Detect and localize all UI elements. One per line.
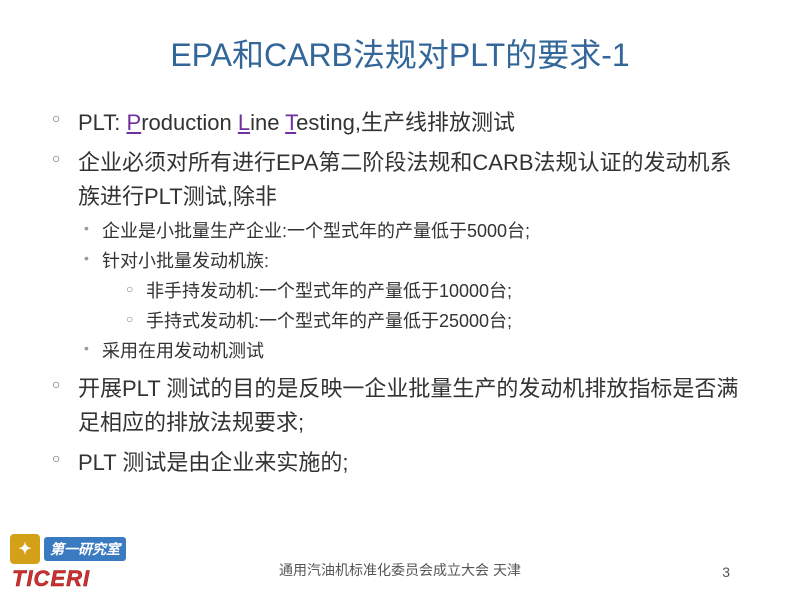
page-number: 3 <box>722 564 730 580</box>
logo-en-text: TICERI <box>12 566 90 592</box>
content-area: PLT: Production Line Testing,生产线排放测试 企业必… <box>50 106 750 480</box>
bullet-3: 开展PLT 测试的目的是反映一企业批量生产的发动机排放指标是否满足相应的排放法规… <box>50 372 750 440</box>
bullet-4: PLT 测试是由企业来实施的; <box>50 446 750 480</box>
logo-block: ✦ 第一研究室 TICERI <box>10 534 126 592</box>
b1-l: L <box>238 110 250 135</box>
logo-cn-text: 第一研究室 <box>44 537 126 561</box>
logo-top: ✦ 第一研究室 <box>10 534 126 564</box>
b2-text: 企业必须对所有进行EPA第二阶段法规和CARB法规认证的发动机系族进行PLT测试… <box>78 150 732 209</box>
b2-sub-2-text: 针对小批量发动机族: <box>102 251 269 271</box>
b1-rod: roduction <box>141 110 238 135</box>
b2-sub-1-text: 企业是小批量生产企业:一个型式年的产量低于5000台; <box>102 221 530 241</box>
b2-sub2-1-text: 非手持发动机:一个型式年的产量低于10000台; <box>146 281 512 301</box>
b1-est: esting,生产线排放测试 <box>296 110 515 135</box>
bullet-list-level1: PLT: Production Line Testing,生产线排放测试 企业必… <box>50 106 750 480</box>
title-text: EPA和CARB法规对PLT的要求-1 <box>170 37 629 73</box>
b2-sub-3-text: 采用在用发动机测试 <box>102 341 264 361</box>
b1-p: P <box>127 110 142 135</box>
b1-ine: ine <box>250 110 285 135</box>
b2-sub2-2-text: 手持式发动机:一个型式年的产量低于25000台; <box>146 311 512 331</box>
b2-sub2-1: 非手持发动机:一个型式年的产量低于10000台; <box>122 278 750 306</box>
slide-title: EPA和CARB法规对PLT的要求-1 <box>50 30 750 76</box>
logo-badge-icon: ✦ <box>10 534 40 564</box>
b2-sub-2: 针对小批量发动机族: 非手持发动机:一个型式年的产量低于10000台; 手持式发… <box>78 248 750 336</box>
b2-sub-3: 采用在用发动机测试 <box>78 338 750 366</box>
b1-t: T <box>285 110 296 135</box>
bullet-2: 企业必须对所有进行EPA第二阶段法规和CARB法规认证的发动机系族进行PLT测试… <box>50 146 750 366</box>
bullet-1: PLT: Production Line Testing,生产线排放测试 <box>50 106 750 140</box>
slide: EPA和CARB法规对PLT的要求-1 PLT: Production Line… <box>0 0 800 600</box>
b2-sub-1: 企业是小批量生产企业:一个型式年的产量低于5000台; <box>78 218 750 246</box>
b3-text: 开展PLT 测试的目的是反映一企业批量生产的发动机排放指标是否满足相应的排放法规… <box>78 376 738 435</box>
bullet-list-level3: 非手持发动机:一个型式年的产量低于10000台; 手持式发动机:一个型式年的产量… <box>122 278 750 336</box>
b1-prefix: PLT: <box>78 110 127 135</box>
footer-center-text: 通用汽油机标准化委员会成立大会 天津 <box>279 560 521 580</box>
b4-text: PLT 测试是由企业来实施的; <box>78 450 349 475</box>
b2-sub2-2: 手持式发动机:一个型式年的产量低于25000台; <box>122 308 750 336</box>
footer: ✦ 第一研究室 TICERI 通用汽油机标准化委员会成立大会 天津 3 <box>0 534 800 592</box>
bullet-list-level2: 企业是小批量生产企业:一个型式年的产量低于5000台; 针对小批量发动机族: 非… <box>78 218 750 365</box>
